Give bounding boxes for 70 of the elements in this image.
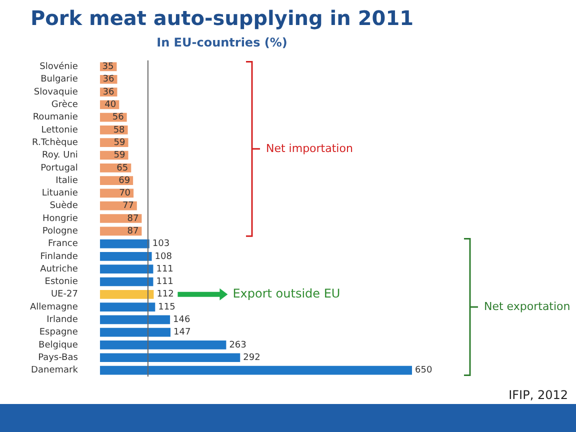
data-label: 70 [119, 188, 131, 199]
data-label: 87 [127, 214, 139, 224]
chart-subtitle: In EU-countries (%) [156, 35, 288, 50]
data-label: 65 [116, 163, 128, 174]
bar [100, 277, 154, 286]
y-tick-label: Allemagne [30, 302, 78, 312]
bar [100, 290, 154, 299]
y-tick-label: Espagne [39, 328, 78, 338]
y-tick-label: Finlande [40, 252, 78, 262]
chart-title: Pork meat auto-supplying in 2011 [30, 6, 414, 30]
data-label: 36 [102, 74, 114, 85]
y-tick-label: Estonie [44, 277, 78, 288]
text: IFIP, 2012 [508, 388, 568, 402]
y-tick-label: France [48, 239, 78, 250]
annotation: Net importation [266, 142, 353, 155]
y-tick-label: Autriche [40, 264, 78, 274]
data-label: 36 [102, 87, 114, 98]
data-label: 69 [118, 176, 130, 186]
data-label: 59 [114, 138, 126, 148]
y-tick-label: Irlande [46, 315, 78, 326]
y-tick-label: Lituanie [42, 188, 78, 199]
y-tick-label: Italie [56, 176, 78, 186]
y-tick-label: Pologne [42, 226, 78, 236]
bar [100, 226, 142, 236]
y-tick-label: Lettonie [41, 125, 78, 136]
bar [100, 302, 156, 312]
bar [100, 328, 171, 337]
y-tick-label: Suède [50, 200, 78, 212]
data-label: 146 [173, 315, 190, 326]
y-tick-label: UE-27 [50, 290, 78, 300]
bar [100, 264, 154, 274]
text: Net exportation [484, 300, 570, 313]
data-label: 263 [229, 340, 246, 350]
data-label: 292 [243, 352, 260, 363]
bar [100, 239, 150, 248]
data-label: 147 [174, 328, 191, 338]
data-label: 77 [122, 201, 134, 212]
data-label: 111 [156, 264, 174, 274]
bar [100, 340, 226, 350]
data-label: 58 [113, 125, 126, 136]
bar [100, 201, 137, 210]
y-tick-label: Roumanie [32, 112, 78, 123]
y-tick-label: Belgique [38, 340, 78, 350]
data-label: 56 [112, 112, 124, 123]
bar [100, 214, 142, 223]
y-tick-label: Hongrie [42, 214, 78, 224]
bar [100, 353, 240, 362]
y-tick-label: Slovaquie [34, 87, 78, 98]
bar [100, 252, 152, 261]
annotation: Export outside EU [232, 286, 340, 301]
y-tick-label: Danemark [31, 366, 79, 376]
y-tick-label: Portugal [40, 163, 78, 174]
y-tick-label: Roy. Uni [42, 150, 78, 161]
data-label: 112 [156, 290, 174, 300]
y-tick-label: Slovénie [40, 61, 78, 72]
bar [100, 366, 412, 375]
data-label: 111 [156, 277, 174, 288]
y-tick-label: Pays-Bas [38, 352, 78, 363]
data-label: 108 [154, 252, 172, 262]
bar [100, 315, 170, 324]
data-label: 650 [414, 366, 432, 376]
y-tick-label: R.Tchèque [32, 136, 78, 148]
data-label: 87 [127, 226, 139, 236]
data-label: 40 [104, 100, 116, 110]
y-tick-label: Grèce [51, 99, 78, 110]
data-label: 115 [158, 302, 176, 312]
data-label: 103 [152, 239, 170, 250]
data-label: 59 [114, 150, 126, 161]
y-tick-label: Bulgarie [40, 74, 78, 85]
data-label: 35 [102, 62, 114, 72]
